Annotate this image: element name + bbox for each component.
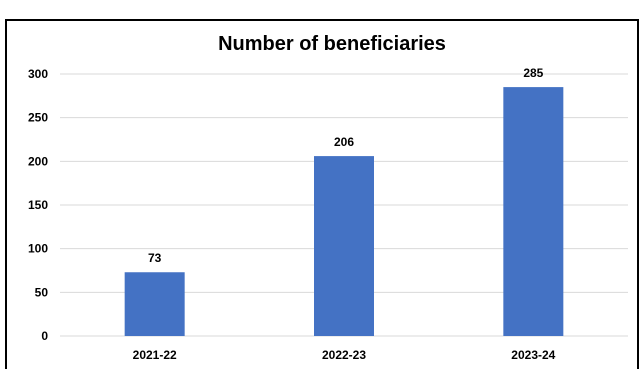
x-tick-label: 2023-24 <box>511 348 555 362</box>
bars <box>124 87 564 336</box>
chart-title: Number of beneficiaries <box>218 33 446 55</box>
data-label: 285 <box>523 66 543 80</box>
y-tick-label: 250 <box>28 111 48 125</box>
y-tick-label: 50 <box>35 285 49 299</box>
bar <box>124 272 185 336</box>
chart-border-top <box>5 19 639 21</box>
chart-border-right <box>637 19 639 369</box>
y-tick-label: 150 <box>28 198 48 212</box>
bar <box>314 156 374 336</box>
y-tick-label: 300 <box>28 67 48 81</box>
bar <box>503 87 564 336</box>
data-label: 73 <box>148 251 162 265</box>
x-tick-label: 2022-23 <box>322 348 366 362</box>
x-tick-label: 2021-22 <box>133 348 177 362</box>
y-tick-label: 100 <box>28 242 48 256</box>
x-axis-tick-labels: 2021-22 2022-23 2023-24 <box>133 348 556 362</box>
data-label: 206 <box>334 135 354 149</box>
y-axis-tick-labels: 0 50 100 150 200 250 300 <box>28 67 48 343</box>
data-labels: 73 206 285 <box>148 66 544 265</box>
chart-border-left <box>5 19 7 369</box>
y-tick-label: 200 <box>28 154 48 168</box>
y-tick-label: 0 <box>41 329 48 343</box>
